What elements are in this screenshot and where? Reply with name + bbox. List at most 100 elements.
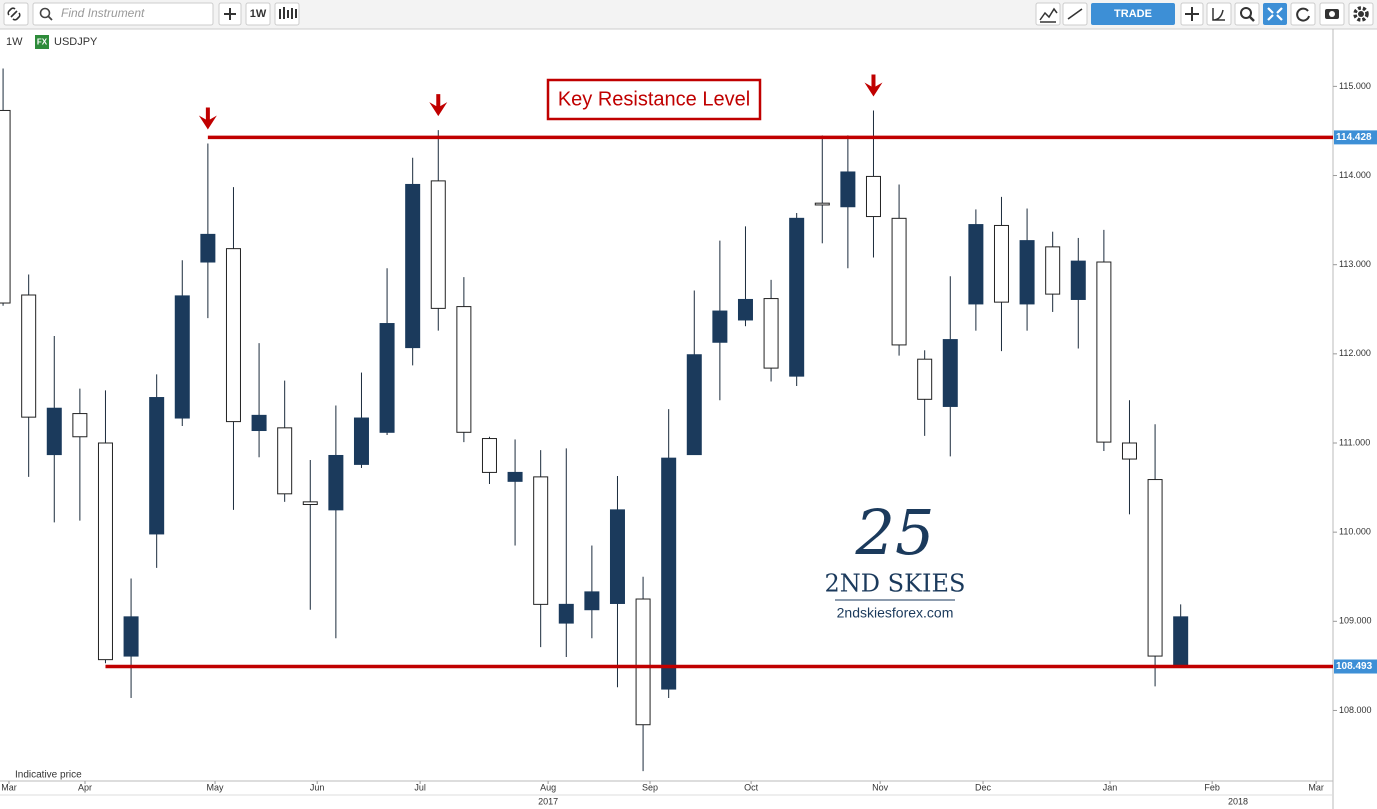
candle-body: [481, 438, 497, 473]
level-price-label: 114.428: [1336, 132, 1372, 143]
y-tick-label: 114.000: [1339, 170, 1371, 180]
draw-icon: [1067, 8, 1083, 20]
trade-button[interactable]: [1091, 3, 1175, 25]
candle-body: [584, 591, 600, 611]
zoom-button[interactable]: [1234, 2, 1260, 26]
x-tick-label: Nov: [872, 782, 889, 792]
candle-body: [430, 180, 446, 309]
candle-body: [46, 407, 62, 456]
arrow-marker: [429, 94, 448, 117]
x-tick-label: Apr: [78, 782, 92, 792]
footer-note: Indicative price: [15, 770, 82, 781]
link-button[interactable]: [3, 2, 29, 26]
search-icon: [39, 7, 51, 19]
candle-body: [21, 294, 37, 418]
x-tick-label: Mar: [1, 782, 17, 792]
candle-body: [942, 339, 958, 407]
indicators-icon: [1039, 7, 1058, 23]
camera-icon: [1329, 11, 1335, 17]
candle-body: [1173, 616, 1189, 666]
candle-body: [72, 413, 88, 438]
logo-mark: 25: [855, 496, 935, 569]
candle-body: [379, 323, 395, 433]
candle-body: [609, 509, 625, 604]
search-box[interactable]: [32, 2, 214, 26]
trade-button-label: TRADE: [1114, 8, 1152, 20]
header-symbol: USDJPY: [54, 36, 98, 48]
candle-body: [789, 217, 805, 377]
x-tick-label: Aug: [540, 782, 556, 792]
zoom-icon: [1249, 16, 1255, 22]
x-tick-label: Oct: [744, 782, 759, 792]
candle-body: [97, 442, 113, 661]
candle-body: [763, 298, 779, 369]
plus-icon: [224, 8, 236, 20]
y-tick-label: 110.000: [1339, 527, 1371, 537]
candle-body: [1121, 442, 1137, 460]
candle-body: [814, 202, 830, 206]
candle-body: [507, 471, 523, 482]
candle-body: [1019, 240, 1035, 305]
candle-body: [149, 397, 165, 535]
year-label: 2017: [538, 796, 558, 806]
header-interval: 1W: [6, 36, 23, 48]
x-tick-label: Jun: [310, 782, 325, 792]
candle-body: [533, 476, 549, 605]
candle-body: [712, 310, 728, 343]
candle-body: [993, 224, 1009, 303]
year-label: 2018: [1228, 796, 1248, 806]
interval-button[interactable]: [245, 2, 271, 26]
x-tick-label: Sep: [642, 782, 658, 792]
candle-body: [1045, 246, 1061, 295]
zoom-icon: [1240, 7, 1252, 19]
fit-button[interactable]: [1263, 3, 1287, 25]
candle-body: [558, 603, 574, 624]
scale-icon: [1212, 8, 1225, 21]
x-tick-label: Jul: [414, 782, 426, 792]
y-tick-label: 113.000: [1339, 259, 1371, 269]
y-tick-label: 108.000: [1339, 705, 1372, 715]
candle-body: [661, 457, 677, 690]
y-tick-label: 109.000: [1339, 616, 1372, 626]
candle-body: [686, 354, 702, 456]
candle-body: [840, 171, 856, 208]
candle-body: [302, 501, 318, 506]
candle-icon: [279, 7, 297, 19]
annotation-text: Key Resistance Level: [558, 88, 750, 110]
gear-icon: [1358, 11, 1364, 17]
candle-body: [1096, 261, 1112, 443]
level-price-label: 108.493: [1336, 661, 1373, 672]
candle-body: [917, 358, 933, 400]
link-icon: [7, 7, 21, 21]
reload-button[interactable]: [1290, 2, 1316, 26]
level-price-box: [1334, 130, 1377, 145]
candle-body: [353, 417, 369, 465]
candle-body: [0, 109, 11, 304]
level-price-box: [1334, 659, 1377, 674]
candle-body: [968, 224, 984, 305]
x-tick-label: Jan: [1103, 782, 1118, 792]
candle-body: [635, 598, 651, 726]
reload-icon: [1296, 7, 1310, 22]
x-tick-label: Dec: [975, 782, 992, 792]
search-placeholder: Find Instrument: [61, 6, 145, 20]
x-tick-label: Feb: [1204, 782, 1220, 792]
candle-body: [225, 248, 241, 423]
fx-badge: [35, 35, 49, 49]
candle-body: [277, 427, 293, 495]
y-tick-label: 111.000: [1339, 437, 1370, 447]
arrow-marker: [864, 74, 883, 97]
logo-name: 2ND SKIES: [825, 570, 966, 598]
gear-icon: [1353, 6, 1369, 22]
candle-body: [328, 454, 344, 511]
fx-badge-label: FX: [37, 38, 48, 47]
candle-body: [737, 298, 753, 321]
y-tick-label: 112.000: [1339, 348, 1371, 358]
crosshair-icon: [1185, 7, 1199, 21]
candle-body: [123, 616, 139, 657]
scale-button[interactable]: [1206, 2, 1232, 26]
candle-body: [174, 295, 190, 419]
annotation-box: [546, 78, 762, 121]
